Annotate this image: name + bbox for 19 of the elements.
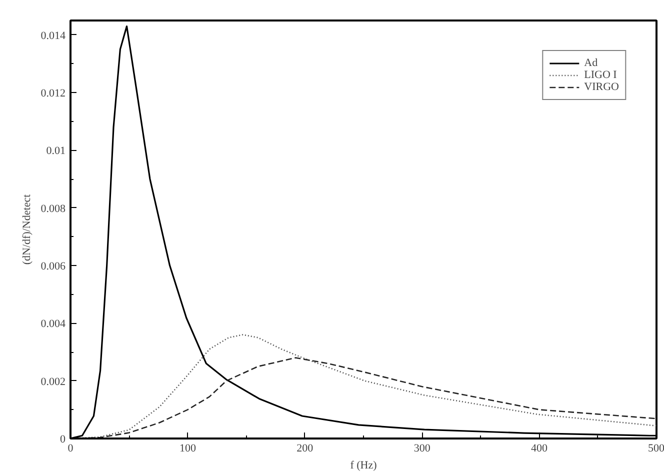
- x-axis-title: f (Hz): [350, 460, 378, 472]
- legend-label: LIGO I: [584, 69, 617, 81]
- x-tick-label: 200: [296, 442, 314, 454]
- y-tick-label: 0.004: [40, 318, 66, 330]
- legend-label: VIRGO: [584, 81, 619, 93]
- x-tick-label: 0: [68, 442, 74, 454]
- y-tick-label: 0.006: [40, 260, 66, 273]
- x-tick-label: 500: [648, 442, 664, 454]
- y-tick-label: 0.002: [40, 376, 66, 388]
- y-axis-title: (dN/df)/Ndetect: [20, 194, 33, 265]
- x-tick-label: 400: [531, 442, 548, 454]
- x-tick-label: 100: [179, 442, 196, 454]
- y-tick-label: 0.012: [40, 88, 66, 100]
- y-tick-label: 0.01: [46, 145, 66, 158]
- legend-label: Ad: [584, 57, 599, 69]
- x-tick-label: 300: [414, 442, 431, 454]
- y-tick-label: 0.014: [40, 30, 66, 42]
- y-tick-label: 0.008: [40, 202, 66, 215]
- y-tick-label: 0: [60, 434, 66, 446]
